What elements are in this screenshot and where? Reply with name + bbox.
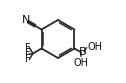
Text: F: F [25, 54, 30, 64]
Text: OH: OH [74, 58, 89, 68]
Text: F: F [25, 43, 30, 53]
Text: F: F [25, 48, 30, 59]
Text: N: N [22, 15, 30, 25]
Text: B: B [79, 47, 87, 57]
Text: OH: OH [88, 42, 103, 52]
